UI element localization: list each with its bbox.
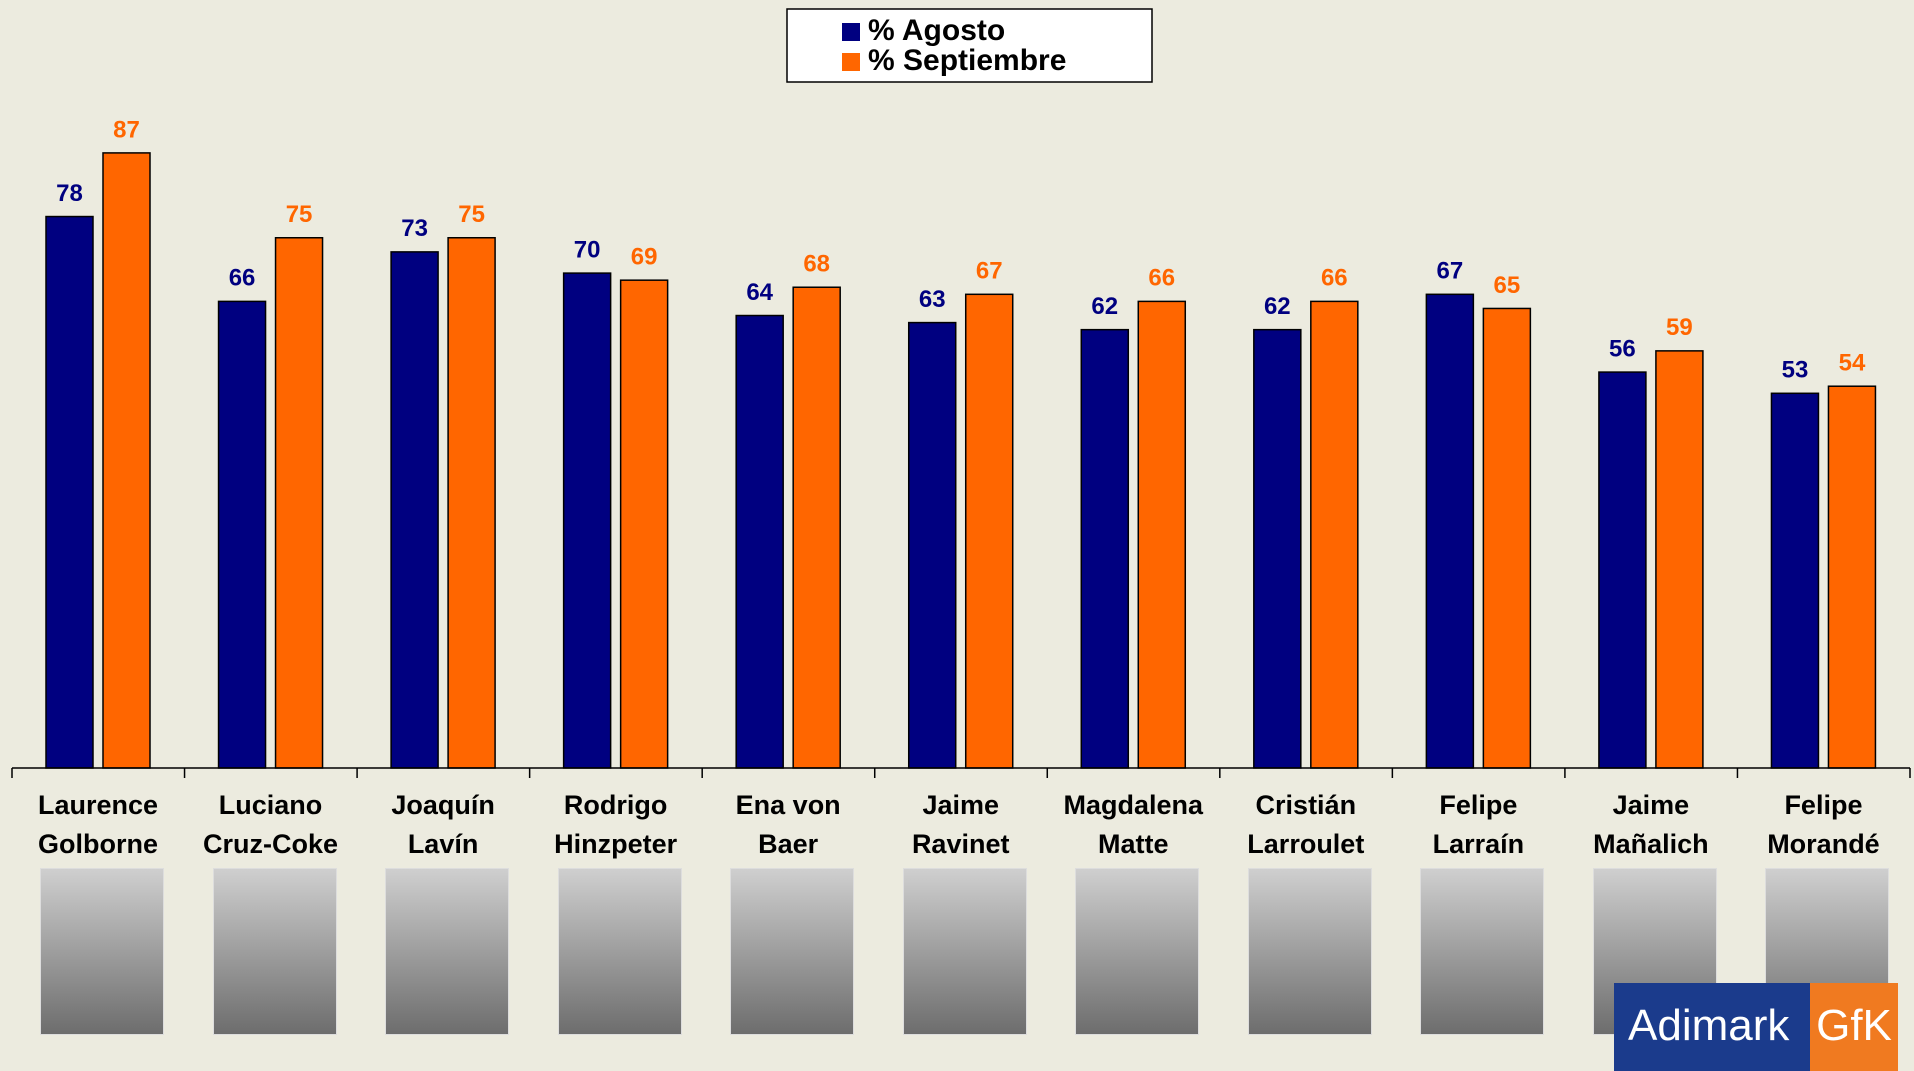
bar — [1827, 385, 1877, 769]
portrait — [730, 868, 855, 1035]
logo-right: GfK — [1810, 983, 1898, 1071]
value-label: 75 — [458, 201, 485, 228]
bar — [1310, 300, 1359, 769]
bar — [390, 251, 439, 769]
legend-swatch — [842, 23, 860, 41]
bar — [45, 215, 94, 769]
x-tick-label: Ena von Baer — [735, 790, 841, 859]
bar — [102, 152, 151, 769]
value-label: 73 — [401, 215, 428, 242]
value-label: 68 — [803, 251, 830, 278]
bar — [1770, 392, 1820, 769]
portrait — [1247, 868, 1372, 1035]
legend-label: % Agosto — [868, 14, 1005, 47]
logo: Adimark GfK — [1614, 983, 1898, 1071]
x-tick-label: Jaime Ravinet — [911, 790, 1010, 859]
x-tick-label: Luciano Cruz-Coke — [203, 790, 339, 859]
legend-label: % Septiembre — [868, 44, 1066, 77]
portrait — [1420, 868, 1545, 1035]
value-label: 87 — [113, 116, 140, 143]
value-label: 53 — [1782, 357, 1809, 384]
legend-swatch — [842, 53, 860, 71]
portrait — [902, 868, 1027, 1035]
portrait — [212, 868, 337, 1035]
value-label: 78 — [56, 180, 83, 207]
value-label: 67 — [976, 258, 1003, 285]
bar — [1253, 328, 1302, 769]
bar — [964, 293, 1014, 769]
value-label: 66 — [1148, 265, 1175, 292]
value-label: 56 — [1609, 335, 1636, 362]
bar — [562, 272, 612, 769]
x-tick-label: Rodrigo Hinzpeter — [554, 790, 678, 859]
x-tick-label: Felipe Larraín — [1432, 790, 1525, 859]
x-tick-label: Joaquín Lavín — [391, 790, 495, 859]
value-label: 62 — [1091, 293, 1118, 320]
portrait — [1075, 868, 1200, 1035]
value-label: 69 — [631, 244, 658, 271]
bar — [792, 286, 841, 769]
bar — [1655, 350, 1704, 769]
portrait — [40, 868, 164, 1035]
x-tick-label: Laurence Golborne — [37, 790, 159, 859]
value-label: 70 — [574, 236, 601, 263]
value-label: 67 — [1437, 258, 1464, 285]
bar — [1598, 371, 1647, 769]
bar — [1425, 293, 1475, 769]
value-label: 62 — [1264, 293, 1291, 320]
bar — [619, 279, 669, 769]
bar — [217, 300, 267, 769]
value-label: 54 — [1839, 350, 1866, 377]
portrait — [557, 868, 682, 1035]
bar — [274, 237, 324, 769]
x-tick-label: Cristián Larroulet — [1247, 790, 1365, 859]
bar — [1080, 328, 1130, 769]
bar — [735, 314, 784, 769]
logo-left: Adimark — [1628, 1001, 1790, 1050]
value-label: 66 — [229, 265, 256, 292]
portrait — [385, 868, 510, 1035]
value-label: 59 — [1666, 314, 1693, 341]
value-label: 64 — [746, 279, 773, 306]
value-label: 75 — [286, 201, 313, 228]
bar — [1137, 300, 1187, 769]
value-label: 66 — [1321, 265, 1348, 292]
bar — [447, 237, 496, 769]
bar — [1482, 307, 1532, 769]
x-tick-label: Felipe Morandé — [1767, 790, 1880, 859]
x-tick-label: Jaime Mañalich — [1593, 790, 1709, 859]
value-label: 65 — [1494, 272, 1521, 299]
x-tick-label: Magdalena Matte — [1063, 790, 1204, 859]
bar — [907, 321, 957, 769]
value-label: 63 — [919, 286, 946, 313]
